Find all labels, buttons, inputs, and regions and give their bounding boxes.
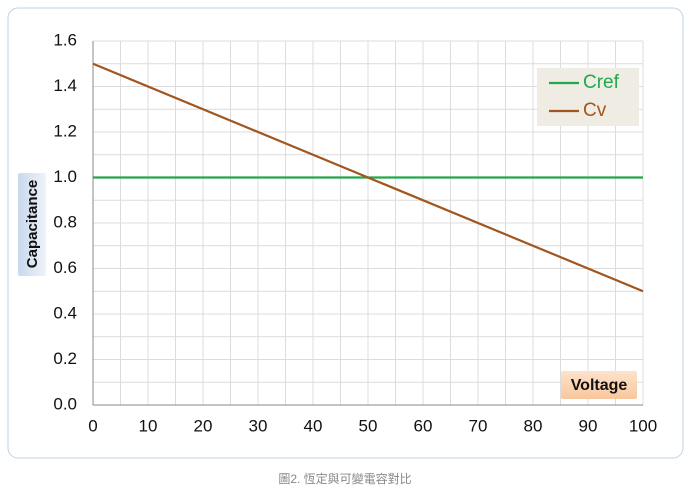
- y-tick-label: 1.6: [53, 30, 77, 49]
- x-tick-label: 50: [359, 416, 378, 435]
- x-tick-label: 10: [139, 416, 158, 435]
- x-label-box: [561, 371, 637, 399]
- legend-box: [537, 68, 639, 126]
- legend-label: Cv: [583, 100, 607, 121]
- frame: [7, 7, 684, 459]
- y-tick-label: 0.8: [53, 212, 77, 231]
- legend-label: Cref: [583, 72, 620, 93]
- x-tick-label: 20: [194, 416, 213, 435]
- y-tick-label: 0.6: [53, 258, 77, 277]
- x-tick-label: 0: [88, 416, 97, 435]
- y-tick-label: 0.2: [53, 349, 77, 368]
- x-tick-label: 70: [469, 416, 488, 435]
- x-tick-label: 100: [629, 416, 657, 435]
- y-tick-label: 1.4: [53, 76, 77, 95]
- x-tick-label: 80: [524, 416, 543, 435]
- y-label-box: [18, 173, 46, 276]
- x-tick-label: 30: [249, 416, 268, 435]
- y-tick-label: 1.0: [53, 167, 77, 186]
- y-tick-label: 0.0: [53, 394, 77, 413]
- x-tick-label: 60: [414, 416, 433, 435]
- y-tick-label: 1.2: [53, 121, 77, 140]
- y-axis-label: Capacitance: [24, 180, 41, 268]
- series-line: [92, 62, 644, 293]
- caption: 圖2. 恆定與可變電容對比: [278, 471, 411, 486]
- x-tick-label: 40: [304, 416, 323, 435]
- y-tick-label: 0.4: [53, 303, 77, 322]
- x-tick-label: 90: [579, 416, 598, 435]
- x-axis-label: Voltage: [571, 377, 628, 394]
